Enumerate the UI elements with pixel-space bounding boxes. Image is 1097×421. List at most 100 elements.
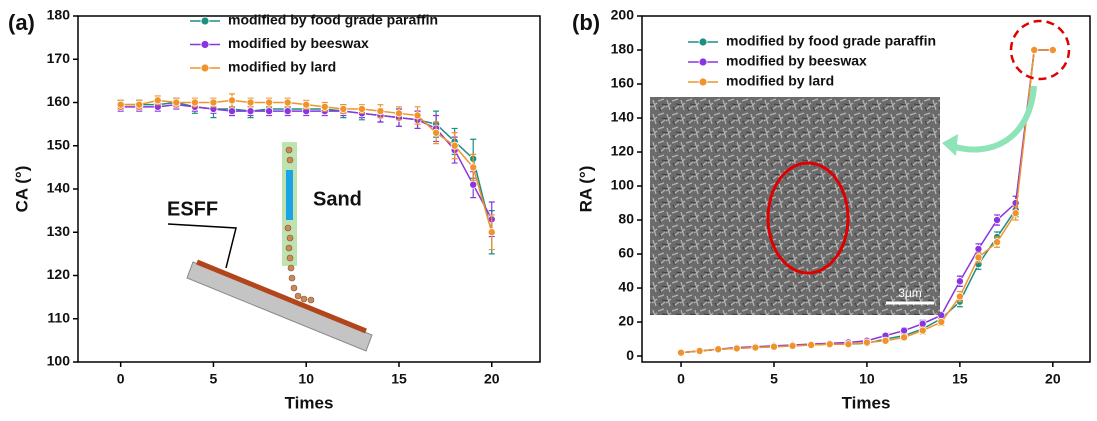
- legend-marker: [698, 57, 708, 67]
- legend-label: modified by beeswax: [726, 53, 867, 69]
- y-tick-label: 140: [47, 180, 71, 196]
- point: [937, 318, 946, 327]
- point: [376, 107, 385, 116]
- point: [769, 342, 778, 351]
- y-tick-label: 80: [618, 211, 634, 227]
- y-tick-label: 40: [618, 279, 634, 295]
- y-tick-label: 120: [611, 143, 635, 159]
- plot-1: 0 20 40 60 80 100 120 140 160 180 200 0 5 10 15 20 Times…: [576, 7, 1091, 412]
- point: [209, 98, 218, 107]
- legend-marker: [200, 40, 210, 49]
- y-tick-label: 160: [611, 75, 635, 91]
- y-tick-label: 0: [626, 347, 634, 363]
- y-tick-label: 180: [611, 41, 635, 57]
- point: [302, 100, 311, 109]
- sem-inset: 3μm: [650, 19, 1071, 315]
- coating: [196, 259, 367, 334]
- point: [339, 104, 348, 113]
- point: [227, 96, 236, 105]
- point: [993, 238, 1002, 247]
- point: [1011, 199, 1020, 208]
- point: [900, 326, 909, 335]
- point: [246, 107, 255, 116]
- y-tick-label: 150: [47, 136, 71, 152]
- arrow-head: [942, 134, 958, 156]
- point: [432, 128, 441, 137]
- y-tick-label: 100: [611, 177, 635, 193]
- point: [695, 346, 704, 355]
- y-tick-label: 160: [47, 93, 71, 109]
- point: [1011, 209, 1020, 218]
- point: [974, 253, 983, 262]
- point: [413, 111, 422, 120]
- point: [265, 107, 274, 116]
- point: [469, 180, 478, 189]
- x-tick-label: 0: [117, 371, 125, 387]
- point: [862, 338, 871, 347]
- highlight: [766, 161, 850, 275]
- legend-marker: [698, 37, 708, 47]
- point: [265, 98, 274, 107]
- point: [955, 277, 964, 286]
- point: [844, 340, 853, 349]
- legend-label: modified by food grade paraffin: [726, 33, 936, 49]
- x-tick-label: 10: [298, 371, 314, 387]
- x-tick-label: 5: [210, 371, 218, 387]
- legend-label: modified by beeswax: [228, 35, 369, 51]
- point: [450, 141, 459, 150]
- point: [283, 107, 292, 116]
- point: [900, 333, 909, 342]
- legend-label: modified by food grade paraffin: [228, 12, 438, 28]
- point: [394, 109, 403, 118]
- y-tick-label: 170: [47, 50, 71, 66]
- point: [190, 98, 199, 107]
- legend-marker: [200, 63, 210, 73]
- y-tick-label: 130: [47, 223, 71, 239]
- point: [153, 96, 162, 105]
- y-axis-title: CA (°): [12, 166, 31, 213]
- x-tick-label: 10: [859, 371, 875, 387]
- point: [172, 98, 181, 107]
- x-tick-label: 0: [677, 371, 685, 387]
- y-tick-label: 180: [47, 7, 71, 23]
- point: [357, 104, 366, 113]
- point: [469, 163, 478, 172]
- annotation: ESFF: [167, 198, 218, 220]
- point: [677, 348, 686, 357]
- point: [714, 345, 723, 354]
- legend-marker: [200, 16, 210, 26]
- scale-label: 3μm: [898, 286, 922, 300]
- y-tick-label: 110: [47, 309, 70, 325]
- x-tick-label: 15: [952, 371, 968, 387]
- x-tick-label: 5: [770, 371, 778, 387]
- y-axis-title: RA (°): [576, 166, 595, 213]
- point: [807, 340, 816, 349]
- point: [1030, 46, 1039, 55]
- point: [751, 343, 760, 352]
- point: [918, 326, 927, 335]
- pointer: [167, 223, 237, 269]
- substrate: [186, 261, 373, 352]
- highlight-circle: [1009, 19, 1071, 81]
- x-tick-label: 20: [484, 371, 500, 387]
- plot-frame: [641, 15, 1091, 363]
- y-tick-label: 120: [47, 266, 71, 282]
- point: [1048, 46, 1057, 55]
- point: [283, 98, 292, 107]
- point: [227, 107, 236, 116]
- point: [788, 341, 797, 350]
- annotation: Sand: [313, 188, 362, 210]
- point: [825, 340, 834, 349]
- y-tick-label: 20: [618, 313, 634, 329]
- y-tick-label: 60: [618, 245, 634, 261]
- point: [955, 292, 964, 301]
- plot-0: 100 110 120 130 140 150 160 170 180 0 5 10 15 20 Times…: [12, 7, 541, 412]
- point: [487, 228, 496, 237]
- y-tick-label: 140: [611, 109, 635, 125]
- arrow: [951, 85, 1037, 153]
- y-tick-label: 200: [611, 7, 635, 23]
- point: [320, 102, 329, 111]
- point: [918, 319, 927, 328]
- point: [993, 216, 1002, 225]
